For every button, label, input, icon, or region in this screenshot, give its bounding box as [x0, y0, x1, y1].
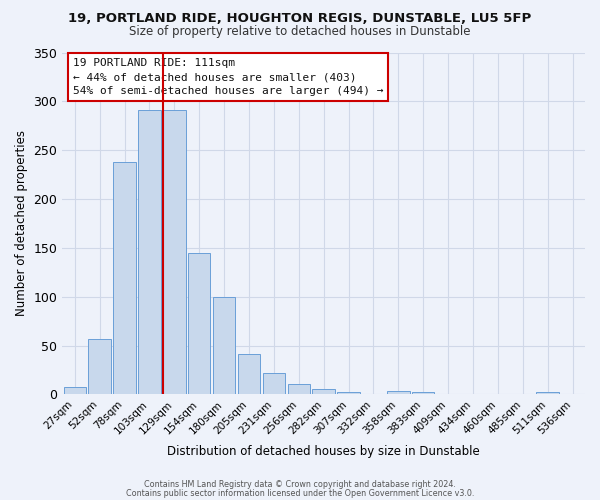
Text: 19 PORTLAND RIDE: 111sqm
← 44% of detached houses are smaller (403)
54% of semi-: 19 PORTLAND RIDE: 111sqm ← 44% of detach…: [73, 58, 383, 96]
Text: Contains public sector information licensed under the Open Government Licence v3: Contains public sector information licen…: [126, 488, 474, 498]
Text: 19, PORTLAND RIDE, HOUGHTON REGIS, DUNSTABLE, LU5 5FP: 19, PORTLAND RIDE, HOUGHTON REGIS, DUNST…: [68, 12, 532, 26]
Bar: [138, 110, 161, 395]
Bar: [113, 162, 136, 394]
Bar: [263, 373, 285, 394]
Bar: [337, 392, 360, 394]
Bar: [163, 110, 185, 395]
Bar: [412, 392, 434, 394]
Bar: [313, 388, 335, 394]
Bar: [213, 296, 235, 394]
Y-axis label: Number of detached properties: Number of detached properties: [15, 130, 28, 316]
Bar: [64, 386, 86, 394]
Bar: [238, 354, 260, 395]
Text: Contains HM Land Registry data © Crown copyright and database right 2024.: Contains HM Land Registry data © Crown c…: [144, 480, 456, 489]
Bar: [88, 339, 111, 394]
X-axis label: Distribution of detached houses by size in Dunstable: Distribution of detached houses by size …: [167, 444, 480, 458]
Bar: [387, 390, 410, 394]
Text: Size of property relative to detached houses in Dunstable: Size of property relative to detached ho…: [129, 25, 471, 38]
Bar: [287, 384, 310, 394]
Bar: [188, 253, 211, 394]
Bar: [536, 392, 559, 394]
